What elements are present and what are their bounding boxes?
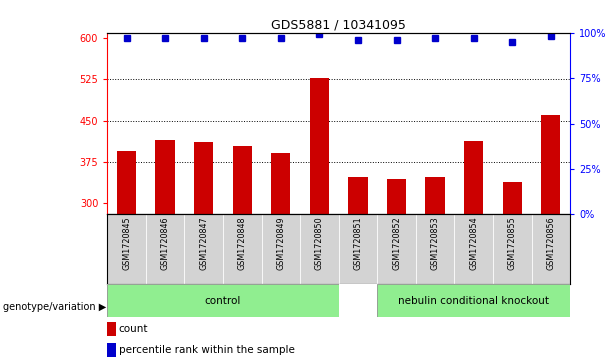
Text: count: count	[119, 324, 148, 334]
Bar	[348, 177, 368, 215]
Text: GSM1720851: GSM1720851	[354, 216, 362, 270]
Text: GSM1720849: GSM1720849	[276, 216, 285, 270]
Text: GSM1720846: GSM1720846	[161, 216, 170, 270]
Text: GSM1720856: GSM1720856	[546, 216, 555, 270]
Bar	[338, 284, 377, 317]
Text: GSM1720845: GSM1720845	[122, 216, 131, 270]
Text: percentile rank within the sample: percentile rank within the sample	[119, 345, 295, 355]
Text: GSM1720847: GSM1720847	[199, 216, 208, 270]
Bar	[387, 179, 406, 215]
Title: GDS5881 / 10341095: GDS5881 / 10341095	[271, 19, 406, 32]
Text: GSM1720853: GSM1720853	[430, 216, 440, 270]
Bar	[194, 142, 213, 215]
Bar	[503, 183, 522, 215]
Text: control: control	[205, 296, 241, 306]
Bar	[377, 284, 570, 317]
Text: GSM1720854: GSM1720854	[469, 216, 478, 270]
Text: GSM1720852: GSM1720852	[392, 216, 401, 270]
Bar	[464, 141, 483, 215]
Bar	[156, 140, 175, 215]
Bar	[107, 343, 116, 357]
Bar	[541, 115, 560, 215]
Text: GSM1720850: GSM1720850	[315, 216, 324, 270]
Bar	[271, 153, 291, 215]
Bar	[107, 284, 338, 317]
Text: nebulin conditional knockout: nebulin conditional knockout	[398, 296, 549, 306]
Bar	[310, 78, 329, 215]
Bar	[107, 322, 116, 336]
Text: genotype/variation ▶: genotype/variation ▶	[3, 302, 106, 312]
Bar	[117, 151, 136, 215]
Text: GSM1720855: GSM1720855	[508, 216, 517, 270]
Bar	[232, 146, 252, 215]
Bar	[425, 177, 445, 215]
Text: GSM1720848: GSM1720848	[238, 216, 247, 270]
